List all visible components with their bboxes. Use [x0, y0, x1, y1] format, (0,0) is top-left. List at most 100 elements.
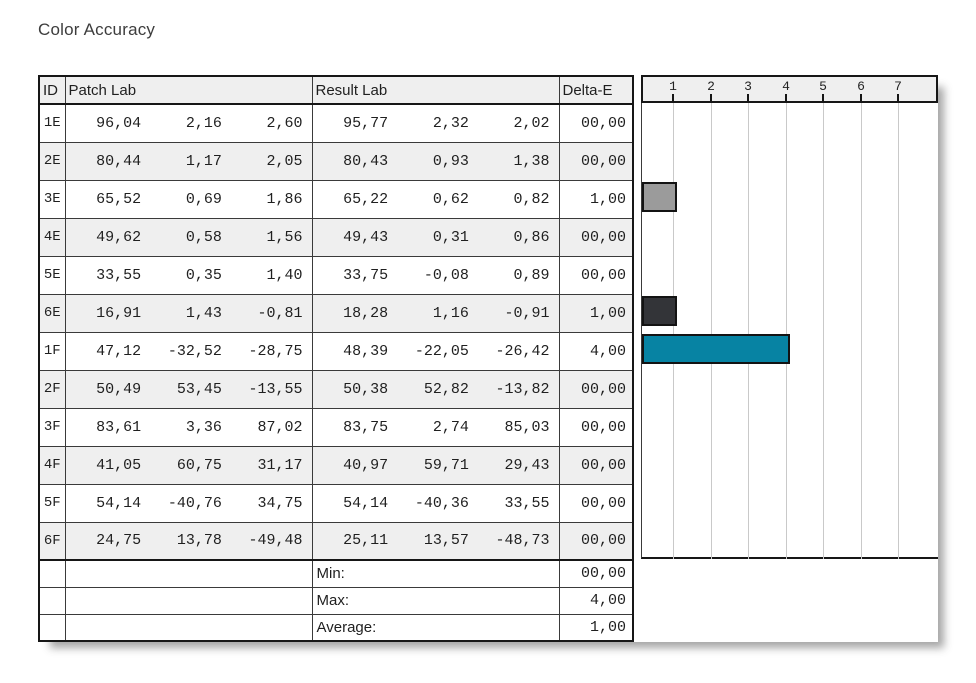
row-id: 1F	[38, 331, 66, 371]
result-lab-value: -48,73	[495, 532, 550, 550]
result-lab-cell: 40,97 59,71 29,43	[311, 445, 560, 485]
result-lab-value: 1,16	[432, 304, 469, 322]
result-lab-value: 2,74	[432, 418, 469, 436]
table-row: 5E 33,55 0,35 1,40 33,75 -0,08 0,89 00,00	[38, 255, 634, 295]
summary-row-min: Min: 00,00	[38, 559, 634, 588]
result-lab-cell: 80,43 0,93 1,38	[311, 141, 560, 181]
patch-lab-value: -32,52	[167, 342, 222, 360]
axis-tick-mark	[710, 94, 712, 101]
vertical-gridline	[711, 103, 712, 559]
patch-lab-cell: 33,55 0,35 1,40	[64, 255, 313, 295]
report-panel: ID Patch Lab Result Lab Delta-E 1E 96,04 2…	[38, 75, 938, 642]
col-header-id: ID	[38, 75, 66, 105]
patch-lab-value: 0,58	[185, 228, 222, 246]
result-lab-cell: 18,28 1,16 -0,91	[311, 293, 560, 333]
patch-lab-value: 96,04	[96, 114, 142, 132]
col-header-delta-e: Delta-E	[558, 75, 634, 105]
patch-lab-value: 65,52	[96, 190, 142, 208]
patch-lab-value: 1,17	[185, 152, 222, 170]
result-lab-value: 65,22	[343, 190, 389, 208]
vertical-gridline	[861, 103, 862, 559]
color-accuracy-table: ID Patch Lab Result Lab Delta-E 1E 96,04 2…	[38, 75, 634, 642]
patch-lab-value: -49,48	[248, 532, 303, 550]
patch-lab-cell: 96,04 2,16 2,60	[64, 103, 313, 143]
patch-lab-value: 24,75	[96, 532, 142, 550]
result-lab-value: 0,86	[513, 228, 550, 246]
result-lab-value: 0,93	[432, 152, 469, 170]
delta-e-chart: 1 2 3 4 5 6 7	[641, 75, 938, 559]
table-row: 4E 49,62 0,58 1,56 49,43 0,31 0,86 00,00	[38, 217, 634, 257]
row-id: 3E	[38, 179, 66, 219]
patch-lab-value: 16,91	[96, 304, 142, 322]
vertical-gridline	[823, 103, 824, 559]
result-lab-cell: 48,39 -22,05 -26,42	[311, 331, 560, 371]
patch-lab-value: 60,75	[176, 456, 222, 474]
result-lab-cell: 95,77 2,32 2,02	[311, 103, 560, 143]
patch-lab-value: 83,61	[96, 418, 142, 436]
patch-lab-value: 80,44	[96, 152, 142, 170]
row-id: 6F	[38, 521, 66, 561]
axis-tick-mark	[822, 94, 824, 101]
result-lab-value: 0,82	[513, 190, 550, 208]
axis-tick-label: 5	[819, 79, 827, 94]
result-lab-value: 95,77	[343, 114, 389, 132]
patch-lab-value: 50,49	[96, 380, 142, 398]
patch-lab-value: 49,62	[96, 228, 142, 246]
result-lab-value: 25,11	[343, 532, 389, 550]
row-id: 1E	[38, 103, 66, 143]
empty-id-cell	[38, 586, 66, 615]
result-lab-value: 2,32	[432, 114, 469, 132]
patch-lab-value: -13,55	[248, 380, 303, 398]
delta-e-value: 1,00	[558, 293, 634, 333]
result-lab-cell: 25,11 13,57 -48,73	[311, 521, 560, 561]
min-value: 00,00	[558, 559, 634, 588]
result-lab-cell: 83,75 2,74 85,03	[311, 407, 560, 447]
table-row: 6E 16,91 1,43 -0,81 18,28 1,16 -0,91 1,00	[38, 293, 634, 333]
patch-lab-value: 54,14	[96, 494, 142, 512]
result-lab-value: 0,31	[432, 228, 469, 246]
axis-tick-label: 2	[707, 79, 715, 94]
max-label: Max:	[311, 586, 560, 615]
patch-lab-cell: 83,61 3,36 87,02	[64, 407, 313, 447]
row-id: 4F	[38, 445, 66, 485]
vertical-gridline	[748, 103, 749, 559]
axis-tick-label: 3	[744, 79, 752, 94]
result-lab-value: -40,36	[414, 494, 469, 512]
patch-lab-value: 1,86	[266, 190, 303, 208]
axis-tick-mark	[785, 94, 787, 101]
result-lab-cell: 54,14 -40,36 33,55	[311, 483, 560, 523]
result-lab-cell: 33,75 -0,08 0,89	[311, 255, 560, 295]
table-footer: Min: 00,00 Max: 4,00 Average: 1,00	[38, 559, 634, 642]
vertical-gridline	[673, 103, 674, 559]
delta-e-value: 00,00	[558, 445, 634, 485]
result-lab-value: 1,38	[513, 152, 550, 170]
delta-e-value: 00,00	[558, 255, 634, 295]
result-lab-value: -26,42	[495, 342, 550, 360]
summary-row-max: Max: 4,00	[38, 586, 634, 615]
result-lab-value: 83,75	[343, 418, 389, 436]
axis-tick-mark	[897, 94, 899, 101]
patch-lab-value: 53,45	[176, 380, 222, 398]
patch-lab-value: 0,35	[185, 266, 222, 284]
chart-plot-area	[641, 103, 938, 559]
patch-lab-value: 33,55	[96, 266, 142, 284]
delta-e-value: 00,00	[558, 217, 634, 257]
result-lab-value: 40,97	[343, 456, 389, 474]
patch-lab-cell: 80,44 1,17 2,05	[64, 141, 313, 181]
result-lab-cell: 65,22 0,62 0,82	[311, 179, 560, 219]
axis-tick-mark	[860, 94, 862, 101]
patch-lab-value: -40,76	[167, 494, 222, 512]
result-lab-value: 48,39	[343, 342, 389, 360]
patch-lab-value: 31,17	[257, 456, 303, 474]
max-value: 4,00	[558, 586, 634, 615]
patch-lab-value: 13,78	[176, 532, 222, 550]
table-row: 3E 65,52 0,69 1,86 65,22 0,62 0,82 1,00	[38, 179, 634, 219]
delta-e-value: 00,00	[558, 407, 634, 447]
patch-lab-cell: 24,75 13,78 -49,48	[64, 521, 313, 561]
col-header-patch-lab: Patch Lab	[64, 75, 313, 105]
average-label: Average:	[311, 613, 560, 642]
result-lab-value: 54,14	[343, 494, 389, 512]
patch-lab-cell: 16,91 1,43 -0,81	[64, 293, 313, 333]
axis-tick-label: 7	[894, 79, 902, 94]
